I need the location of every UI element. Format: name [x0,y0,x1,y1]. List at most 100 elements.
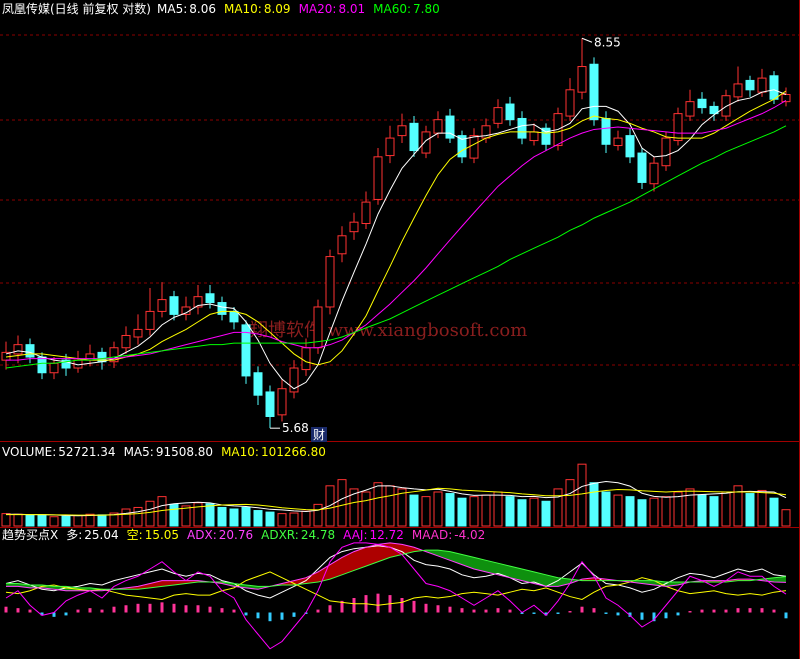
volume-bar [73,514,83,527]
candle-body [85,353,95,361]
volume-bar [25,514,35,527]
histogram-bar [640,612,644,620]
volume-bar [85,513,95,527]
volume-bar [781,509,791,527]
volume-bar [493,491,503,527]
volume-bar [1,513,11,527]
histogram-bar [208,606,212,613]
candle-body [241,324,251,377]
volume-bar [733,485,743,527]
histogram-bar [688,611,692,613]
ribbon [474,557,486,572]
volume-ma-line [6,487,787,516]
volume-bar [553,488,563,527]
readout: MAAD: [412,528,452,542]
candle-body [193,296,203,308]
volume-bar [673,491,683,527]
ribbon [522,569,534,584]
candle-body [13,344,23,355]
candle-body [493,107,503,124]
histogram-bar [652,612,656,622]
histogram-bar [184,605,188,613]
candle-body [325,256,335,308]
histogram-bar [760,608,764,613]
candle-body [289,367,299,393]
readout: 25.04 [84,528,118,542]
candle-body [589,63,599,121]
indicator-line [6,542,787,592]
ma-line [5,89,787,390]
ribbon [438,550,450,561]
histogram-bar [484,609,488,613]
volume-bar [541,500,551,527]
volume-bar [517,499,527,527]
histogram-bar [52,612,56,617]
volume-bar [193,502,203,527]
histogram-bar [172,603,176,613]
volume-bar [229,508,239,527]
readout: 101266.80 [261,445,326,459]
volume-bar [697,494,707,527]
volume-bar [205,503,215,527]
histogram-bar [460,608,464,613]
ma-line [5,125,787,369]
candle-body [757,77,767,93]
ribbon [246,584,258,590]
histogram-bar [700,609,704,613]
candle-body [169,296,179,315]
histogram-bar [124,605,128,613]
volume-bar [637,499,647,527]
ma-line [6,100,787,361]
candle-body [577,66,587,93]
histogram-bar [100,609,104,613]
ribbon [366,544,378,567]
volume-bar [601,491,611,527]
candle-body [217,302,227,315]
ribbon [546,574,558,587]
readout: 12.72 [370,528,404,542]
candle-body [205,293,215,304]
volume-bar [289,512,299,527]
volume-bar [361,491,371,527]
volume-bar [145,500,155,527]
volume-bar [589,482,599,527]
histogram-bar [604,612,608,614]
candle-body [37,356,47,374]
histogram-bar [292,612,296,617]
readout: 空: [127,528,143,542]
volume-bar [469,496,479,527]
readout: 趋势买点X [2,528,58,542]
candle-body [121,334,131,349]
candle-body [649,162,659,185]
histogram-bar [412,600,416,613]
high-label: 8.55 [594,35,621,49]
candle-body [229,310,239,323]
volume-bar [409,494,419,527]
candle-body [541,127,551,145]
candle-body [601,117,611,145]
volume-bar [481,494,491,527]
readout: 凤凰传媒(日线 前复权 对数) [2,1,151,16]
candle-body [265,391,275,417]
candle-body [277,388,287,416]
readout: 8.06 [189,2,216,16]
histogram-bar [40,612,44,616]
readout: 多: [66,528,82,542]
volume-bar [217,506,227,527]
volume-bar [121,508,131,527]
candle-body [133,328,143,338]
candle-body [157,299,167,312]
volume-bar [565,479,575,527]
volume-bar [433,491,443,527]
readout: 7.80 [413,2,440,16]
readout: 24.78 [301,528,335,542]
ribbon [486,560,498,575]
histogram-bar [148,603,152,613]
volume-bar [181,505,191,527]
candle-body [457,135,467,158]
ribbon [762,577,774,583]
histogram-bar [784,612,788,619]
histogram-bar [76,609,80,613]
candle-body [397,125,407,137]
